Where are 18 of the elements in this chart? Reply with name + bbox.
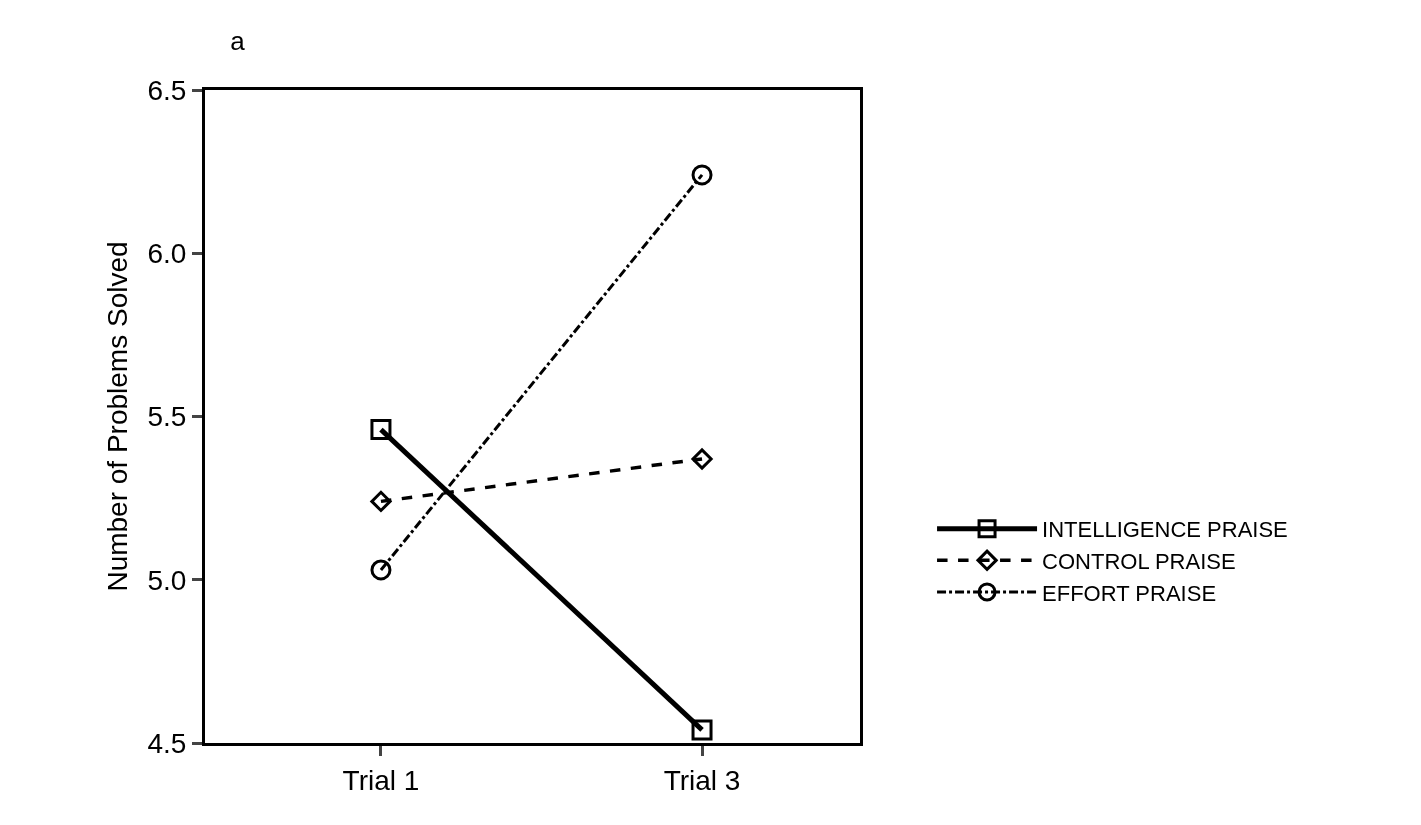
point [691,164,713,186]
chart-title: a [230,26,246,57]
legend-label: CONTROL PRAISE [1042,548,1236,574]
legend-label: EFFORT PRAISE [1042,580,1217,606]
point [691,448,713,470]
point [691,719,713,741]
y-tick-label: 5.0 [147,564,187,596]
point [370,490,392,512]
y-axis-title: Number of Problems Solved [102,241,134,592]
y-tick-label: 4.5 [147,727,187,759]
y-tick-label: 6.5 [147,74,187,106]
point [370,419,392,441]
legend-label: INTELLIGENCE PRAISE [1042,517,1288,543]
x-tick-label: Trial 3 [663,764,741,796]
y-tick-label: 6.0 [147,238,187,270]
y-tick-label: 5.5 [147,401,187,433]
x-tick-label: Trial 1 [342,764,420,796]
point [370,559,392,581]
